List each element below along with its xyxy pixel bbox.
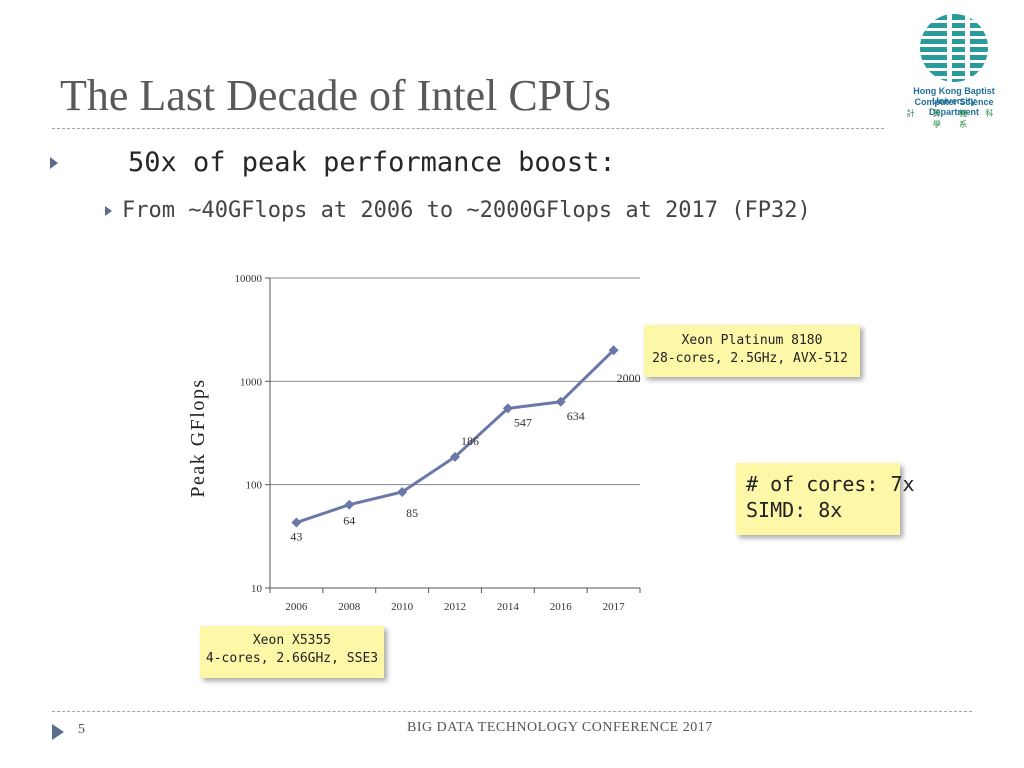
y-tick-label: 10 (251, 583, 263, 595)
y-tick-label: 10000 (235, 273, 263, 285)
x-tick-label: 2016 (550, 601, 573, 613)
callout-cores-simd: # of cores: 7x SIMD: 8x (736, 463, 900, 535)
data-label: 64 (343, 514, 355, 528)
y-axis-title: Peak GFlops (187, 378, 209, 497)
footer-text: BIG DATA TECHNOLOGY CONFERENCE 2017 (407, 720, 713, 736)
footer-divider (52, 711, 972, 712)
callout-8180-specs: 28-cores, 2.5GHz, AVX-512 (640, 350, 860, 368)
title-divider (52, 128, 884, 129)
bullet-sub-text: From ~40GFlops at 2006 to ~2000GFlops at… (122, 198, 811, 223)
data-label: 85 (406, 506, 418, 520)
logo-chinese-name: 計 算 機 科 學 系 (895, 108, 1013, 130)
footer-arrow-icon (52, 724, 64, 740)
slide-title: The Last Decade of Intel CPUs (60, 70, 611, 121)
data-point-marker (291, 518, 301, 528)
data-label: 2000 (617, 371, 641, 385)
series-line (296, 350, 613, 522)
bullet-arrow-icon (50, 157, 58, 169)
university-logo: Hong Kong Baptist University Computer Sc… (895, 12, 1013, 142)
x-tick-label: 2014 (497, 601, 520, 613)
y-tick-label: 1000 (240, 376, 263, 388)
data-point-marker (344, 500, 354, 510)
hkbu-logo-icon (895, 12, 1013, 84)
bullet-sub: From ~40GFlops at 2006 to ~2000GFlops at… (105, 198, 811, 223)
bullet-arrow-icon (105, 206, 112, 216)
callout-simd-text: SIMD: 8x (746, 497, 900, 523)
bullet-main: 50x of peak performance boost: (50, 147, 616, 178)
callout-8180-title: Xeon Platinum 8180 (644, 332, 860, 350)
x-tick-label: 2010 (391, 601, 414, 613)
callout-x5355-title: Xeon X5355 (200, 632, 384, 650)
slide-number: 5 (78, 722, 85, 738)
data-label: 634 (567, 409, 585, 423)
bullet-main-text: 50x of peak performance boost: (128, 147, 616, 178)
peak-gflops-chart: 10 100 1000 10000 2006 2008 2010 2012 2014 2016 20… (180, 260, 900, 620)
data-label: 547 (514, 415, 532, 429)
x-tick-label: 2008 (338, 601, 361, 613)
x-tick-label: 2006 (285, 601, 308, 613)
x-tick-label: 2017 (603, 601, 626, 613)
data-label: 43 (290, 530, 302, 544)
callout-x5355-specs: 4-cores, 2.66GHz, SSE3 (200, 650, 384, 668)
callout-xeon-x5355: Xeon X5355 4-cores, 2.66GHz, SSE3 (200, 626, 384, 678)
x-tick-label: 2012 (444, 601, 466, 613)
callout-cores-text: # of cores: 7x (746, 471, 900, 497)
callout-xeon-platinum-8180: Xeon Platinum 8180 28-cores, 2.5GHz, AVX… (644, 325, 860, 377)
y-tick-label: 100 (246, 480, 263, 492)
data-label: 186 (461, 434, 479, 448)
